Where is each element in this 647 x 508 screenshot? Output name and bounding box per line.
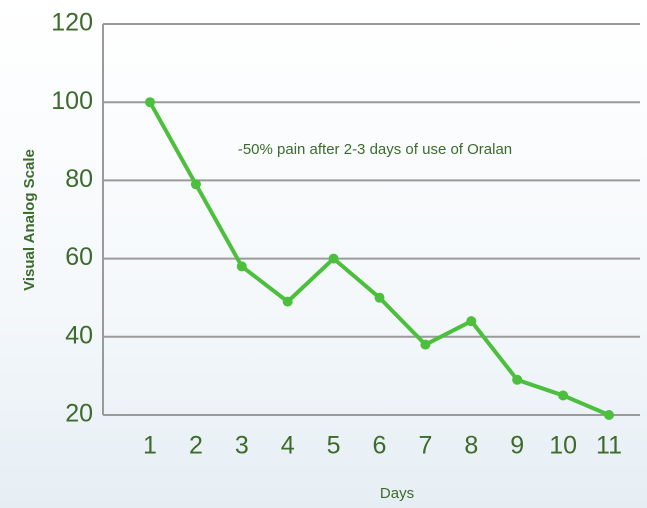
x-axis-label: Days	[380, 485, 414, 502]
y-tick-label: 120	[51, 9, 93, 37]
x-tick-label: 5	[327, 432, 341, 460]
data-point	[282, 296, 293, 307]
y-tick-label: 100	[51, 87, 93, 115]
data-point	[604, 410, 614, 420]
data-point	[512, 374, 523, 385]
data-point	[558, 390, 569, 401]
y-tick-label: 20	[65, 400, 93, 428]
data-point	[420, 339, 431, 350]
data-point	[328, 253, 339, 264]
x-tick-label: 8	[464, 432, 478, 460]
y-tick-label: 40	[65, 321, 93, 349]
x-tick-label: 10	[549, 432, 577, 460]
x-tick-label: 6	[373, 432, 387, 460]
data-point	[190, 179, 201, 190]
data-point	[236, 261, 247, 272]
y-tick-label: 80	[65, 165, 93, 193]
y-tick-label: 60	[65, 243, 93, 271]
x-tick-label: 7	[418, 432, 432, 460]
data-point	[374, 292, 385, 303]
data-point	[145, 97, 155, 108]
x-tick-label: 1	[143, 432, 157, 460]
x-tick-label: 9	[510, 432, 524, 460]
x-tick-label: 2	[189, 432, 203, 460]
data-point	[466, 316, 477, 327]
x-tick-label: 3	[235, 432, 249, 460]
x-tick-label: 4	[281, 432, 295, 460]
annotation: -50% pain after 2-3 days of use of Orala…	[238, 141, 512, 158]
y-axis-label: Visual Analog Scale	[21, 149, 38, 291]
x-tick-label: 11	[596, 432, 622, 460]
